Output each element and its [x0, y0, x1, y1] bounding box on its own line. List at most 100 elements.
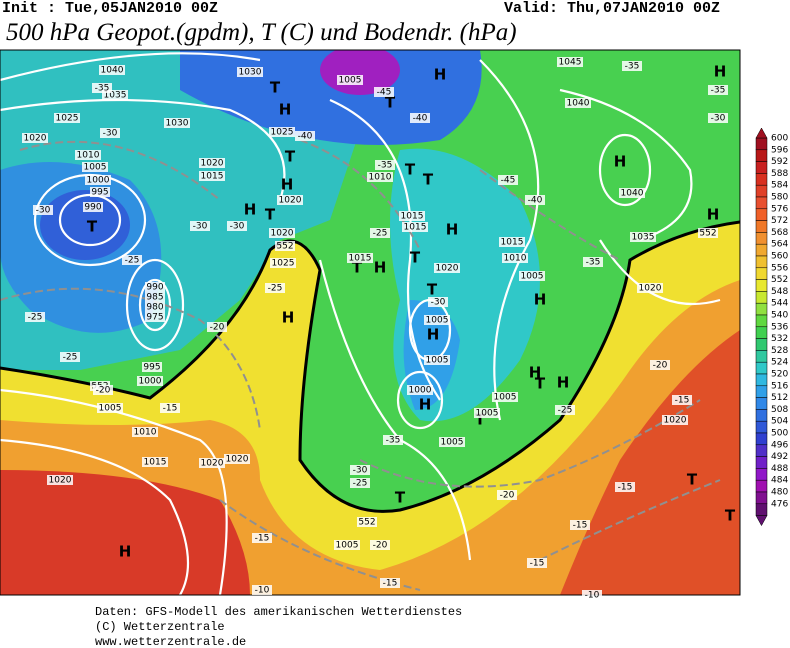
contour-label: -40 [528, 196, 543, 206]
pressure-center: H [434, 66, 447, 84]
pressure-center: H [529, 364, 542, 382]
legend-cell [755, 361, 768, 375]
contour-label: 1015 [404, 223, 427, 233]
label-box [190, 221, 210, 231]
legend-label: 536 [771, 322, 788, 332]
pressure-center: H [614, 153, 627, 171]
contour-label: -25 [63, 353, 78, 363]
label-box [199, 171, 225, 181]
legend-cell [755, 184, 768, 198]
legend-cell [755, 149, 768, 162]
legend-label: 580 [771, 193, 788, 203]
label-box [410, 113, 430, 123]
contour-label: -30 [711, 114, 726, 124]
label-box [122, 255, 142, 265]
contour-label: -35 [625, 62, 640, 72]
contour-label: 1030 [239, 68, 262, 78]
label-box [565, 98, 591, 108]
contour-label: 1045 [559, 58, 582, 68]
label-box [145, 302, 165, 312]
legend-label: 560 [771, 252, 788, 262]
pressure-center: H [119, 543, 132, 561]
legend-cell [755, 491, 768, 505]
legend-label: 512 [771, 393, 788, 403]
label-box [60, 352, 80, 362]
label-box [499, 237, 525, 247]
contour-label: -20 [210, 323, 225, 333]
contour-label: 1040 [101, 66, 124, 76]
valid-time: Valid: Thu,07JAN2010 00Z [504, 0, 720, 17]
legend-cell [755, 409, 768, 422]
pressure-center: T [87, 218, 98, 236]
contour-label: 1010 [77, 151, 100, 161]
label-box [370, 228, 390, 238]
legend-label: 492 [771, 452, 788, 462]
contour-label: 995 [143, 363, 160, 373]
label-box [82, 162, 108, 172]
label-box [474, 408, 500, 418]
pressure-center: H [446, 221, 459, 239]
pressure-center: T [352, 259, 363, 277]
contour-label: 552 [276, 242, 293, 252]
field [40, 190, 130, 260]
contour-label: 1005 [521, 272, 544, 282]
contour-label: 1015 [144, 458, 167, 468]
label-box [498, 175, 518, 185]
label-box [100, 128, 120, 138]
label-box [672, 395, 692, 405]
contour-label: 1035 [632, 233, 655, 243]
label-box [407, 385, 433, 395]
pressure-center: T [285, 148, 296, 166]
label-box [237, 67, 263, 77]
label-box [199, 158, 225, 168]
contour-label: -25 [558, 406, 573, 416]
label-box [615, 482, 635, 492]
contour-label: -40 [298, 132, 313, 142]
legend-label: 500 [771, 429, 788, 439]
contour-label: 1005 [441, 438, 464, 448]
contour-label: 1005 [426, 356, 449, 366]
footer-line: Daten: GFS-Modell des amerikanischen Wet… [95, 605, 462, 619]
legend-cell [755, 397, 768, 410]
label-box [582, 590, 602, 600]
label-box [337, 75, 363, 85]
label-box [497, 490, 517, 500]
label-box [277, 195, 303, 205]
label-box [555, 405, 575, 415]
legend-label: 528 [771, 346, 788, 356]
contour-label: 1020 [226, 455, 249, 465]
label-box [145, 312, 165, 322]
pressure-center: T [410, 249, 421, 267]
label-box [637, 283, 663, 293]
pressure-center: H [282, 309, 295, 327]
contour-label: 1000 [409, 386, 432, 396]
contour-label: -30 [230, 222, 245, 232]
label-box [47, 475, 73, 485]
label-box [269, 228, 295, 238]
label-box [350, 465, 370, 475]
pressure-center: H [557, 374, 570, 392]
legend-cell [755, 314, 768, 328]
legend-cell [755, 444, 768, 457]
label-box [22, 133, 48, 143]
pressure-center: T [687, 471, 698, 489]
legend-label: 540 [771, 311, 788, 321]
contour-label: 1020 [436, 264, 459, 274]
label-box [350, 478, 370, 488]
legend-cell [755, 196, 768, 210]
contour-label: 1015 [349, 254, 372, 264]
contour-label: 1020 [271, 229, 294, 239]
isobars [0, 52, 721, 595]
legend-cell [755, 291, 768, 304]
contour-label: -45 [377, 88, 392, 98]
contour-label: 1005 [426, 316, 449, 326]
label-box [92, 83, 112, 93]
contour-label: -15 [618, 483, 633, 493]
label-box [269, 127, 295, 137]
label-box [525, 195, 545, 205]
legend-label: 600 [771, 134, 788, 144]
pressure-center: H [714, 63, 727, 81]
pressure-center: H [707, 206, 720, 224]
legend-cell [755, 220, 768, 233]
pressure-center: T [475, 411, 486, 429]
